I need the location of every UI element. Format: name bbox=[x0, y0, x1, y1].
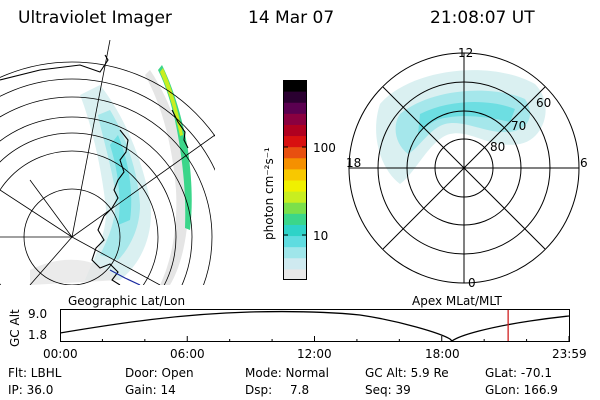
alt-xtick-0000: 00:00 bbox=[43, 347, 78, 361]
colorbar-unit-label: photon cm⁻²s⁻¹ bbox=[262, 147, 276, 240]
colorbar bbox=[283, 80, 307, 280]
dsp-value: 7.8 bbox=[290, 383, 310, 397]
colorbar-tick-100: 100 bbox=[313, 141, 336, 155]
mlt-label-0: 0 bbox=[468, 276, 476, 290]
geographic-map bbox=[0, 40, 215, 285]
colorbar-segment bbox=[283, 191, 307, 203]
colorbar-segment bbox=[283, 135, 307, 148]
time-label: 21:08:07 UT bbox=[430, 8, 535, 28]
gain-status: Gain: 14 bbox=[125, 383, 176, 397]
colorbar-segment bbox=[283, 180, 307, 192]
colorbar-segment bbox=[283, 224, 307, 237]
mlat-label-70: 70 bbox=[511, 119, 527, 133]
colorbar-segment bbox=[283, 91, 307, 103]
gc-altitude-status: GC Alt: 5.9 Re bbox=[365, 366, 449, 380]
colorbar-segment bbox=[283, 213, 307, 225]
colorbar-segment bbox=[283, 246, 307, 259]
geo-map-label: Geographic Lat/Lon bbox=[68, 294, 186, 308]
alt-xtick-0600: 06:00 bbox=[170, 347, 205, 361]
alt-xtick-1800: 18:00 bbox=[425, 347, 460, 361]
mlat-label-80: 80 bbox=[490, 140, 506, 154]
glat-status: GLat: -70.1 bbox=[485, 366, 552, 380]
door-status: Door: Open bbox=[125, 366, 194, 380]
mode-status: Mode: Normal bbox=[245, 366, 329, 380]
mlt-label-18: 18 bbox=[346, 156, 362, 170]
geo-grid bbox=[0, 40, 215, 285]
alt-xtick-1200: 12:00 bbox=[297, 347, 332, 361]
colorbar-segment bbox=[283, 168, 307, 181]
instrument-title: Ultraviolet Imager bbox=[18, 8, 172, 28]
colorbar-segment bbox=[283, 80, 307, 92]
filter-status: Flt: LBHL bbox=[8, 366, 62, 380]
polar-grid bbox=[348, 52, 580, 284]
terminator-line bbox=[109, 269, 141, 285]
seq-status: Seq: 39 bbox=[365, 383, 411, 397]
coastline bbox=[0, 54, 189, 285]
altitude-plot bbox=[60, 309, 570, 342]
colorbar-segment bbox=[283, 268, 307, 280]
date-label: 14 Mar 07 bbox=[248, 8, 335, 28]
alt-plot-ylabel: GC Alt bbox=[8, 309, 22, 347]
mlat-label-60: 60 bbox=[536, 96, 552, 110]
mlt-label-12: 12 bbox=[458, 46, 474, 60]
alt-ytick-low: 1.8 bbox=[28, 328, 48, 342]
colorbar-segment bbox=[283, 202, 307, 214]
colorbar-tick-10: 10 bbox=[313, 229, 329, 243]
dsp-label: Dsp: bbox=[245, 383, 273, 397]
glon-status: GLon: 166.9 bbox=[485, 383, 558, 397]
colorbar-segment bbox=[283, 113, 307, 125]
colorbar-segment bbox=[283, 124, 307, 137]
colorbar-segment bbox=[283, 235, 307, 248]
colorbar-segment bbox=[283, 157, 307, 170]
colorbar-segment bbox=[283, 146, 307, 159]
mlt-label-6: 6 bbox=[580, 156, 588, 170]
alt-ytick-high: 9.0 bbox=[28, 307, 48, 321]
ip-status: IP: 36.0 bbox=[8, 383, 54, 397]
aurora-emission-polar bbox=[376, 70, 546, 184]
alt-xtick-2359: 23:59 bbox=[552, 347, 587, 361]
altitude-curve bbox=[60, 310, 570, 342]
colorbar-segment bbox=[283, 102, 307, 114]
polar-map bbox=[348, 52, 580, 284]
polar-map-label: Apex MLat/MLT bbox=[412, 294, 502, 308]
colorbar-segment bbox=[283, 257, 307, 270]
